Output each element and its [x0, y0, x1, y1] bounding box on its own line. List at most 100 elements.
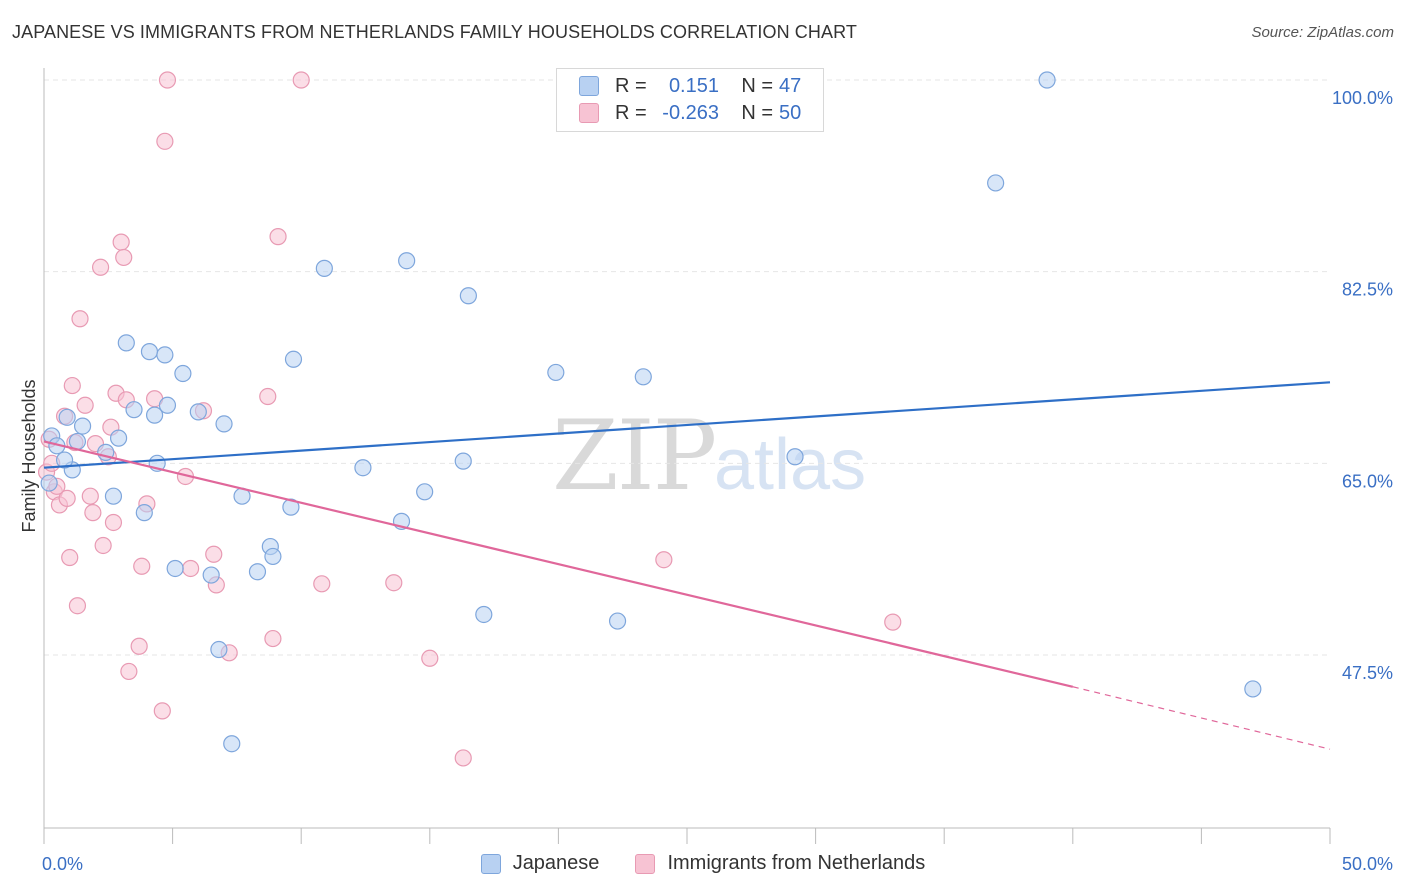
chart-title: JAPANESE VS IMMIGRANTS FROM NETHERLANDS …	[12, 22, 857, 42]
japanese-point	[248, 563, 267, 581]
netherlands-swatch	[635, 853, 656, 874]
netherlands-point	[259, 387, 277, 406]
netherlands-point	[61, 548, 79, 567]
n-value: 47	[779, 74, 802, 97]
legend-item-netherlands[interactable]: Immigrants from Netherlands	[635, 852, 925, 875]
netherlands-point	[385, 574, 403, 592]
japanese-point	[398, 252, 416, 270]
netherlands-point	[71, 310, 89, 328]
netherlands-point	[153, 702, 171, 720]
netherlands-point	[130, 637, 148, 655]
japanese-point	[223, 735, 241, 753]
japanese-trend-line	[43, 381, 1331, 469]
japanese-point	[156, 346, 174, 364]
japanese-point	[547, 363, 565, 382]
japanese-point	[282, 498, 300, 516]
netherlands-point	[133, 557, 151, 575]
japanese-point	[786, 448, 804, 466]
japanese-point	[58, 408, 76, 426]
series-legend: Japanese Immigrants from Netherlands	[0, 852, 1406, 875]
japanese-point	[1038, 71, 1056, 89]
y-tick-label: 82.5%	[1342, 280, 1393, 300]
legend-label-netherlands: Immigrants from Netherlands	[667, 852, 926, 874]
watermark-zip: ZIP	[552, 400, 717, 512]
japanese-swatch	[579, 76, 599, 96]
netherlands-point	[94, 536, 112, 555]
n-label: N =	[741, 101, 773, 124]
japanese-point	[264, 547, 282, 566]
netherlands-point	[84, 504, 102, 522]
japanese-point	[158, 396, 177, 414]
netherlands-trend-line	[43, 440, 1074, 688]
japanese-point	[215, 415, 233, 433]
japanese-point	[315, 259, 333, 277]
japanese-point	[145, 406, 164, 424]
netherlands-point	[884, 613, 902, 631]
r-label: R =	[615, 101, 647, 124]
japanese-point	[987, 174, 1005, 192]
japanese-point	[166, 559, 184, 578]
legend-row-netherlands: R = -0.263 N = 50	[579, 101, 809, 125]
japanese-point	[135, 504, 153, 522]
netherlands-point	[269, 228, 287, 246]
japanese-point	[1244, 680, 1262, 698]
netherlands-point	[182, 559, 200, 578]
netherlands-point	[76, 396, 94, 414]
r-value: 0.151	[668, 74, 719, 97]
japanese-point	[454, 452, 472, 470]
netherlands-point	[115, 248, 133, 267]
legend-label-japanese: Japanese	[512, 852, 600, 874]
netherlands-point	[454, 749, 472, 767]
netherlands-point	[104, 513, 123, 532]
x-tick-label: 50.0%	[1342, 854, 1393, 874]
n-value: 50	[779, 101, 802, 124]
netherlands-point	[63, 376, 81, 395]
japanese-point	[354, 459, 372, 477]
source-credit: Source: ZipAtlas.com	[1251, 24, 1394, 41]
japanese-point	[634, 368, 652, 386]
legend-item-japanese[interactable]: Japanese	[480, 852, 600, 875]
netherlands-point	[313, 575, 331, 593]
japanese-point	[189, 403, 207, 421]
n-label: N =	[741, 74, 773, 97]
x-tick-label: 0.0%	[42, 854, 83, 874]
japanese-point	[104, 487, 123, 505]
japanese-point	[174, 364, 192, 383]
correlation-legend: R = 0.151 N = 47 R = -0.263 N = 50	[556, 68, 824, 132]
japanese-point	[73, 417, 92, 435]
netherlands-point	[158, 71, 177, 89]
netherlands-point	[58, 489, 76, 507]
netherlands-trend-extension	[1072, 686, 1331, 750]
netherlands-point	[264, 629, 282, 648]
r-value: -0.263	[662, 101, 719, 124]
netherlands-point	[292, 71, 310, 89]
netherlands-swatch	[579, 103, 599, 123]
japanese-point	[117, 334, 135, 352]
japanese-point	[608, 612, 627, 630]
netherlands-point	[421, 649, 439, 667]
r-label: R =	[615, 74, 647, 97]
japanese-point	[475, 605, 493, 624]
japanese-swatch	[480, 853, 501, 874]
y-tick-label: 100.0%	[1332, 88, 1393, 108]
japanese-point	[40, 474, 58, 492]
watermark-atlas: atlas	[714, 425, 867, 505]
netherlands-point	[655, 551, 673, 569]
netherlands-point	[68, 597, 87, 615]
japanese-point	[416, 483, 434, 501]
japanese-point	[125, 401, 143, 419]
japanese-point	[140, 343, 159, 361]
y-axis-label: Family Households	[19, 379, 39, 532]
netherlands-point	[81, 487, 99, 505]
japanese-point	[55, 451, 74, 469]
japanese-point	[202, 566, 220, 584]
legend-row-japanese: R = 0.151 N = 47	[579, 74, 809, 98]
netherlands-point	[205, 545, 223, 563]
netherlands-point	[120, 662, 138, 681]
y-tick-label: 47.5%	[1342, 663, 1393, 683]
y-tick-label: 65.0%	[1342, 471, 1393, 491]
netherlands-point	[112, 233, 130, 251]
japanese-point	[210, 640, 228, 659]
japanese-point	[459, 287, 477, 305]
